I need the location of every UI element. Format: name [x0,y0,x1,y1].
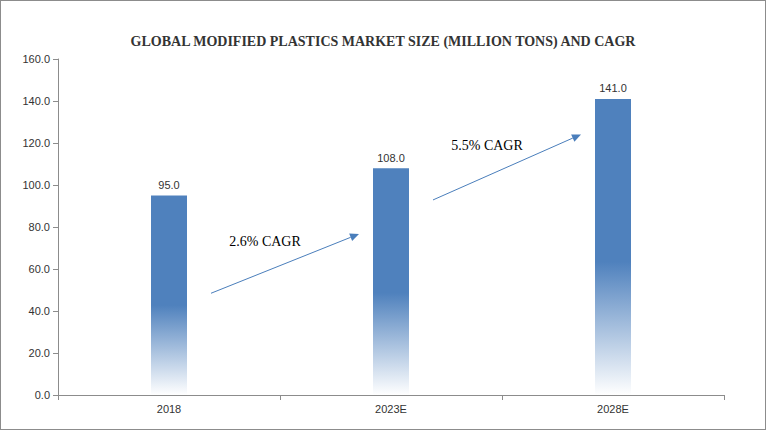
svg-text:2.6% CAGR: 2.6% CAGR [229,234,301,249]
svg-text:5.5% CAGR: 5.5% CAGR [451,138,523,153]
svg-text:120.0: 120.0 [22,137,50,149]
svg-text:0.0: 0.0 [35,389,50,401]
svg-text:60.0: 60.0 [29,263,50,275]
svg-text:GLOBAL MODIFIED PLASTICS MARKE: GLOBAL MODIFIED PLASTICS MARKET SIZE (MI… [131,34,637,50]
svg-text:100.0: 100.0 [22,179,50,191]
svg-text:95.0: 95.0 [158,179,179,191]
svg-text:2023E: 2023E [375,403,407,415]
svg-text:20.0: 20.0 [29,347,50,359]
svg-text:2028E: 2028E [597,403,629,415]
svg-text:40.0: 40.0 [29,305,50,317]
svg-text:141.0: 141.0 [599,82,627,94]
svg-text:2018: 2018 [157,403,181,415]
svg-text:160.0: 160.0 [22,53,50,65]
svg-text:80.0: 80.0 [29,221,50,233]
svg-text:140.0: 140.0 [22,95,50,107]
svg-text:108.0: 108.0 [377,152,405,164]
